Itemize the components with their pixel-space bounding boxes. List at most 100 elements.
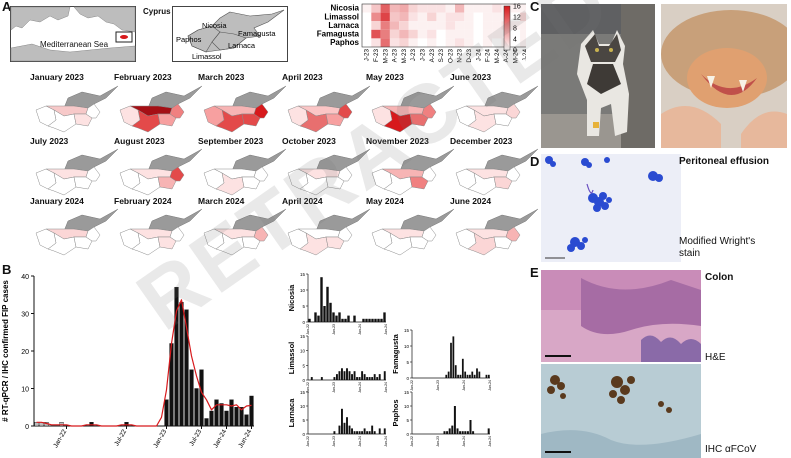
month-map <box>203 85 287 133</box>
heatmap-cell <box>408 21 418 30</box>
heatmap-cell <box>445 21 455 30</box>
northern-region <box>399 85 455 109</box>
bar <box>189 369 194 427</box>
heatmap-cell <box>389 38 400 47</box>
heatmap-col-label: J-23 <box>364 49 371 62</box>
x-tick-label: Jan-22 <box>52 428 68 449</box>
district-larnaca <box>157 113 177 127</box>
district-paphos <box>203 228 225 250</box>
district-larnaca <box>73 176 93 190</box>
sub-y-tick-label: 10 <box>300 288 306 293</box>
panel-d-caption: Modified Wright's stain <box>679 236 756 259</box>
heatmap-cell <box>510 29 521 39</box>
heatmap-cell <box>482 29 493 39</box>
month-map-label: May 2024 <box>366 196 404 206</box>
sub-bar <box>368 377 371 380</box>
northern-region <box>63 148 119 172</box>
district-famagusta <box>85 166 101 182</box>
sub-bar <box>351 428 353 434</box>
northern-region <box>231 148 287 172</box>
heatmap-cell <box>436 21 446 30</box>
heatmap-row-label: Nicosia <box>331 4 360 13</box>
sub-x-tick-label: Jan-24 <box>462 380 466 391</box>
heatmap-cell <box>362 12 372 22</box>
heatmap-cell <box>445 12 455 22</box>
sub-bar <box>368 318 371 322</box>
sub-y-tick-label: 5 <box>406 360 409 365</box>
panel-letter-e: E <box>530 265 539 280</box>
sub-x-tick-label: Jan-23 <box>436 436 440 447</box>
sub-bar <box>341 408 343 434</box>
month-map <box>371 85 455 133</box>
month-map <box>455 85 539 133</box>
district-chart-title: Famagusta <box>391 333 400 373</box>
heatmap-cell <box>371 29 381 39</box>
heatmap-cell <box>380 29 390 39</box>
heatmap-cell <box>380 21 390 30</box>
heatmap-col-label: F-24 <box>485 49 492 62</box>
northern-region <box>147 148 203 172</box>
heatmap-cell <box>455 29 465 39</box>
sub-bar <box>366 377 369 380</box>
x-tick-label: Jan-23 <box>152 428 168 449</box>
sub-bar <box>363 428 366 434</box>
heatmap-cell <box>389 4 400 13</box>
heatmap-col-label: A-23 <box>392 49 399 63</box>
district-famagusta <box>169 103 185 119</box>
sub-bar <box>373 374 376 380</box>
district-famagusta <box>253 226 269 242</box>
month-map <box>371 208 455 256</box>
sub-y-tick-label: 15 <box>300 334 306 339</box>
x-tick-label: Jun-24 <box>237 428 253 449</box>
district-larnaca <box>73 236 93 250</box>
sub-bar <box>374 318 377 322</box>
heatmap-cell <box>436 4 446 13</box>
heatmap-cell <box>408 38 418 47</box>
colorbar-tick: 4 <box>513 37 517 44</box>
bar <box>229 399 234 427</box>
month-map-label: January 2024 <box>30 196 84 206</box>
heatmap-col-label: J-23 <box>419 49 426 62</box>
sub-y-tick-label: 15 <box>404 390 410 395</box>
colorbar-tick: 0 <box>513 48 517 55</box>
sub-bar <box>469 420 472 434</box>
district-paphos <box>287 168 309 190</box>
heatmap-col-label: J-24 <box>522 49 526 62</box>
heatmap-cell <box>492 38 502 47</box>
district-paphos <box>119 168 141 190</box>
bar <box>194 388 199 427</box>
sub-bar <box>346 368 348 380</box>
heatmap-cell <box>371 21 381 30</box>
northern-region <box>315 85 371 109</box>
district-paphos <box>35 105 57 127</box>
month-map-label: June 2023 <box>450 72 492 82</box>
heatmap-row-label: Famagusta <box>317 30 360 39</box>
sub-bar <box>456 428 459 434</box>
bar <box>234 407 239 427</box>
sub-bar <box>461 358 464 378</box>
y-tick-label: 20 <box>21 349 29 356</box>
sub-y-tick-label: 15 <box>300 272 306 277</box>
sub-bar <box>356 377 359 380</box>
trend-line <box>36 299 252 427</box>
heatmap-cell <box>445 29 455 39</box>
district-famagusta <box>505 226 521 242</box>
sub-bar <box>335 374 338 380</box>
heatmap-cell <box>389 29 400 39</box>
y-tick-label: 0 <box>25 424 29 431</box>
panel-letter-b: B <box>2 262 12 277</box>
month-map <box>287 85 371 133</box>
heatmap-cell <box>380 38 390 47</box>
heatmap-col-label: D-23 <box>466 49 473 63</box>
sub-bar <box>376 377 379 380</box>
heatmap-cell <box>417 21 428 30</box>
panel-letter-d: D <box>530 154 540 169</box>
sub-bar <box>380 318 383 322</box>
district-larnaca <box>157 236 177 250</box>
sub-x-tick-label: Jan-23 <box>436 380 440 391</box>
sub-x-tick-label: Jun-24 <box>488 436 492 447</box>
bar <box>224 410 229 427</box>
district-paphos <box>371 105 393 127</box>
sub-y-tick-label: 0 <box>406 432 409 437</box>
month-map-label: October 2023 <box>282 136 336 146</box>
